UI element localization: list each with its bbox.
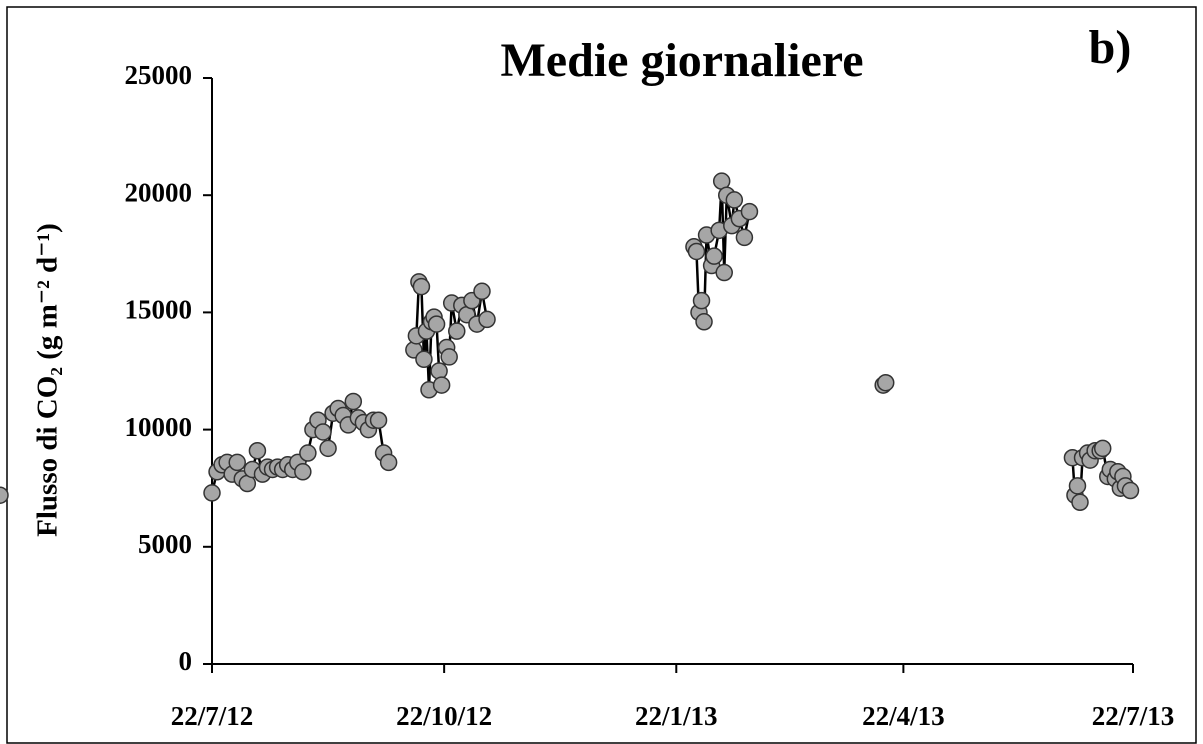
y-tick-label: 15000 (125, 295, 193, 325)
data-point (299, 444, 317, 462)
y-axis-label: Flusso di CO₂ (g m⁻² d⁻¹) (32, 223, 64, 537)
data-point (344, 392, 363, 411)
data-point (1093, 439, 1112, 458)
data-point (203, 484, 221, 502)
data-point (432, 376, 451, 394)
y-tick-label: 0 (179, 646, 193, 676)
data-point (473, 282, 491, 301)
chart-frame (6, 6, 1197, 744)
panel-label: b) (1089, 21, 1132, 74)
data-point (294, 463, 312, 481)
x-tick-label: 22/10/12 (396, 701, 492, 731)
data-point (735, 228, 754, 247)
data-point (876, 373, 895, 392)
data-point (1121, 481, 1140, 500)
data-point (319, 439, 337, 458)
data-point (1071, 493, 1089, 512)
data-point (430, 362, 448, 380)
chart-title: Medie giornaliere (501, 34, 864, 87)
data-point (379, 453, 398, 472)
data-point (228, 453, 246, 472)
data-point (692, 291, 711, 310)
data-point (448, 322, 466, 340)
y-tick-label: 20000 (125, 177, 193, 207)
data-point (687, 242, 706, 261)
x-tick-label: 22/7/13 (1092, 701, 1175, 731)
y-tick-label: 5000 (138, 529, 192, 559)
y-tick-label: 10000 (125, 412, 193, 442)
data-point (412, 277, 431, 296)
data-point (695, 313, 713, 331)
y-tick-label: 25000 (125, 60, 193, 90)
data-point (427, 315, 446, 333)
data-point (415, 350, 433, 369)
data-point (740, 202, 759, 221)
data-point (705, 247, 723, 265)
data-point (369, 411, 388, 429)
x-tick-label: 22/7/12 (171, 701, 254, 731)
data-point (725, 191, 744, 209)
data-point (248, 441, 267, 460)
data-point (1068, 477, 1087, 495)
data-point (478, 310, 496, 329)
data-point (0, 486, 9, 504)
data-point (440, 348, 458, 366)
data-point (715, 263, 733, 282)
x-tick-label: 22/4/13 (862, 701, 945, 731)
x-tick-label: 22/1/13 (635, 701, 718, 731)
data-point (314, 423, 332, 441)
